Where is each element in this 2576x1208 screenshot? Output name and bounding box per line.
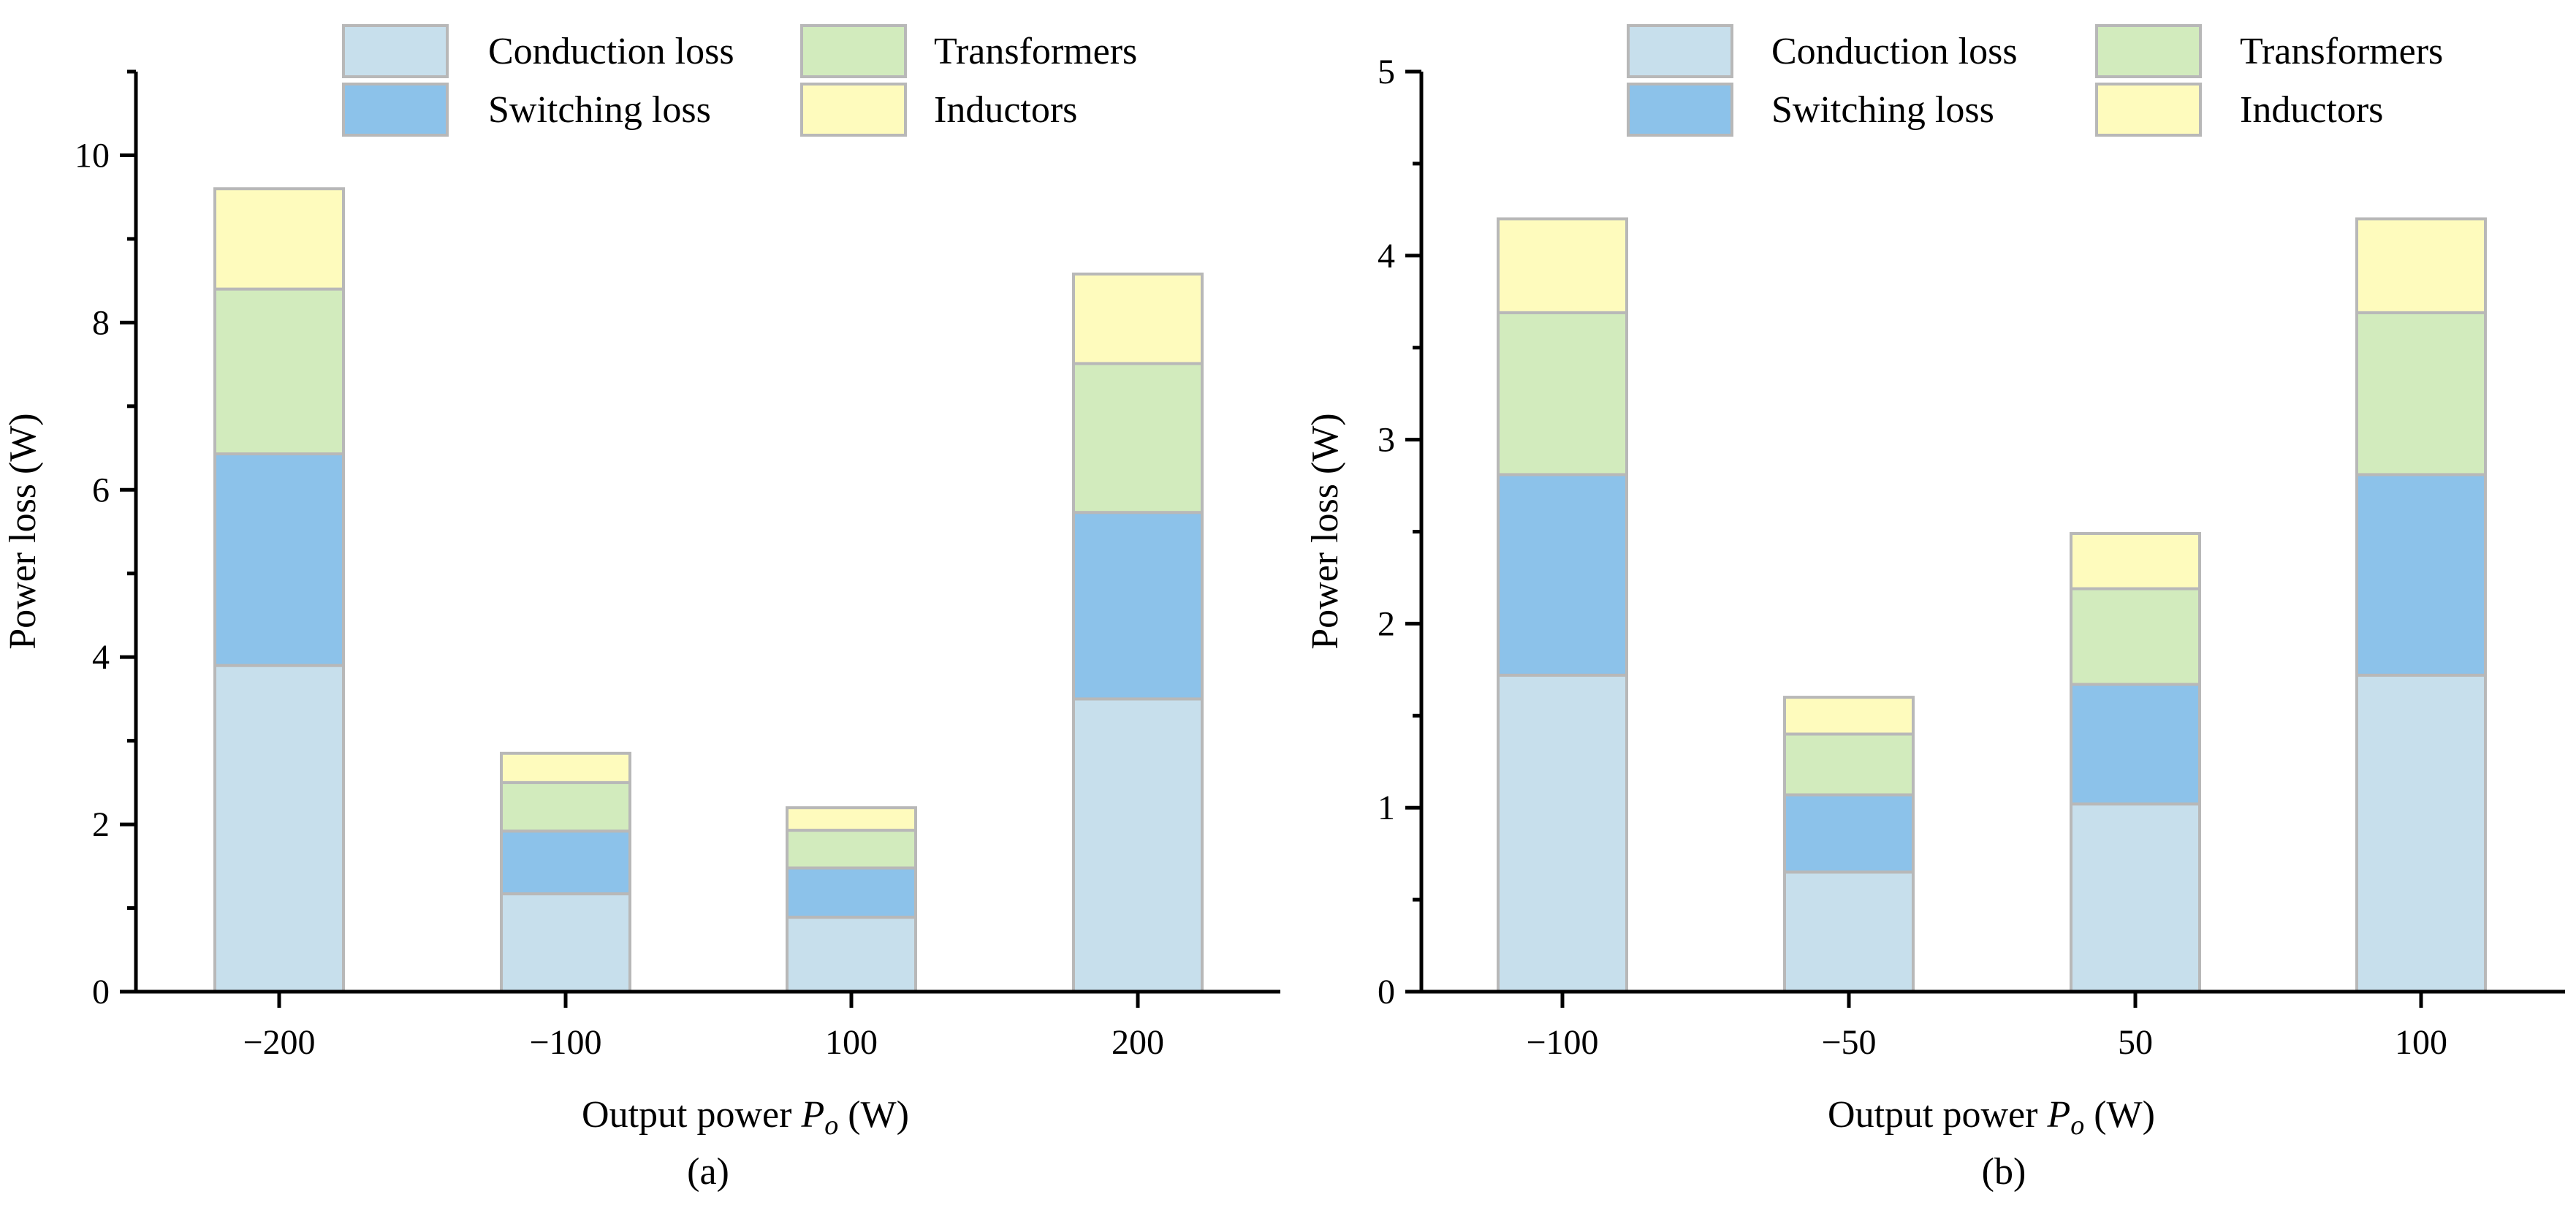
- bar-conduction-loss-0: [213, 664, 345, 993]
- legend-label-switching-loss: Switching loss: [488, 89, 711, 131]
- x-tick-label: 100: [2395, 1023, 2447, 1062]
- bar-inductors-2: [2070, 532, 2201, 590]
- chart-panel-b: 0 1 2 3 4 5 −100 −50 50 100 Power loss (W) Output p…: [1304, 24, 2565, 1193]
- x-tick-label: −50: [1821, 1023, 1876, 1062]
- y-axis-label: Power loss (W): [2, 413, 44, 650]
- bar-conduction-loss-3: [1072, 697, 1204, 994]
- panel-label: (a): [687, 1151, 729, 1193]
- bar-switching-loss-2: [2070, 683, 2201, 806]
- bar-inductors-3: [2355, 217, 2487, 314]
- legend-label-inductors: Inductors: [2240, 89, 2383, 131]
- bar-switching-loss-3: [2355, 473, 2487, 677]
- x-tick-label: −100: [529, 1023, 601, 1062]
- bar-transformers-3: [1072, 362, 1204, 514]
- bar-switching-loss-3: [1072, 511, 1204, 701]
- bar-switching-loss-1: [500, 829, 631, 896]
- bar-switching-loss-0: [213, 452, 345, 667]
- x-axis-label: Output power Po (W): [1828, 1094, 2155, 1141]
- legend-label-conduction-loss: Conduction loss: [488, 31, 734, 72]
- chart-panel-a: 0 2 4 6 8 10 −200 −100 100 200 Power loss (W) Outpu…: [2, 24, 1280, 1193]
- legend: Conduction loss Switching loss Transformer…: [1627, 24, 2443, 137]
- y-tick-label: 5: [1378, 53, 1395, 91]
- bar-switching-loss-0: [1497, 473, 1628, 677]
- bar-inductors-1: [1783, 696, 1915, 736]
- bar-inductors-0: [1497, 217, 1628, 314]
- bar-inductors-2: [786, 806, 917, 832]
- x-axis-label: Output power Po (W): [582, 1094, 909, 1141]
- bar-switching-loss-2: [786, 866, 917, 919]
- legend-label-transformers: Transformers: [934, 31, 1137, 72]
- bar-transformers-0: [1497, 311, 1628, 476]
- bar-inductors-3: [1072, 272, 1204, 365]
- bar-conduction-loss-1: [1783, 870, 1915, 993]
- bar-conduction-loss-2: [786, 916, 917, 994]
- legend-swatch-conduction-loss: [342, 24, 449, 78]
- x-tick-label: 50: [2118, 1023, 2153, 1062]
- y-tick-label: 3: [1378, 421, 1395, 460]
- bar-inductors-1: [500, 751, 631, 784]
- bar-transformers-1: [500, 780, 631, 833]
- x-tick-label: 200: [1112, 1023, 1164, 1062]
- bar-switching-loss-1: [1783, 793, 1915, 874]
- bar-transformers-3: [2355, 311, 2487, 476]
- y-tick-label: 0: [1378, 973, 1395, 1011]
- y-tick-label: 6: [92, 471, 110, 509]
- legend-swatch-switching-loss: [1627, 83, 1733, 137]
- panel-label: (b): [1982, 1151, 2026, 1193]
- y-tick-label: 0: [92, 973, 110, 1011]
- bar-transformers-2: [786, 829, 917, 870]
- y-axis-label: Power loss (W): [1304, 413, 1346, 650]
- bar-transformers-2: [2070, 587, 2201, 686]
- y-tick-label: 8: [92, 303, 110, 342]
- bar-conduction-loss-0: [1497, 673, 1628, 993]
- legend-swatch-transformers: [800, 24, 907, 78]
- x-tick-label: 100: [825, 1023, 878, 1062]
- legend-swatch-switching-loss: [342, 83, 449, 137]
- legend-label-conduction-loss: Conduction loss: [1771, 31, 2018, 72]
- legend-label-transformers: Transformers: [2240, 31, 2443, 72]
- legend-label-inductors: Inductors: [934, 89, 1077, 131]
- y-tick-label: 4: [1378, 237, 1395, 276]
- bar-conduction-loss-2: [2070, 802, 2201, 993]
- y-tick-label: 1: [1378, 789, 1395, 827]
- x-tick-label: −200: [243, 1023, 315, 1062]
- legend-swatch-transformers: [2095, 24, 2202, 78]
- legend-swatch-conduction-loss: [1627, 24, 1733, 78]
- legend-swatch-inductors: [800, 83, 907, 137]
- y-tick-label: 2: [1378, 604, 1395, 643]
- bar-transformers-1: [1783, 732, 1915, 797]
- legend-swatch-inductors: [2095, 83, 2202, 137]
- bar-conduction-loss-1: [500, 892, 631, 993]
- y-tick-label: 4: [92, 638, 110, 677]
- legend-label-switching-loss: Switching loss: [1771, 89, 1994, 131]
- x-tick-label: −100: [1526, 1023, 1598, 1062]
- bar-conduction-loss-3: [2355, 673, 2487, 993]
- bar-transformers-0: [213, 287, 345, 456]
- y-tick-label: 2: [92, 805, 110, 844]
- y-tick-label: 10: [75, 136, 110, 175]
- legend: Conduction loss Switching loss Transformer…: [342, 24, 1137, 137]
- bar-inductors-0: [213, 187, 345, 291]
